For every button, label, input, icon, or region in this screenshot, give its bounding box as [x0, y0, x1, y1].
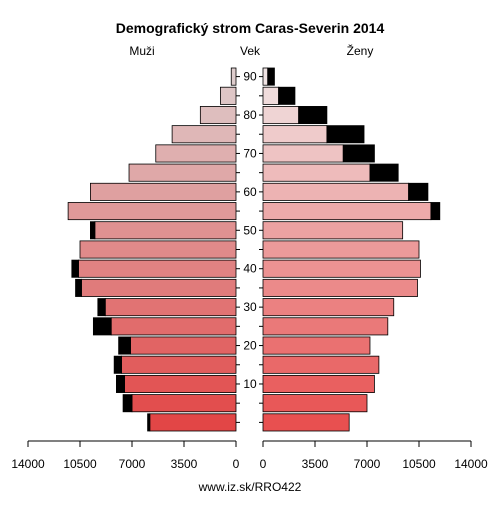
- female-bar-85-89: [262, 86, 280, 105]
- male-excess-15-19: [113, 355, 122, 374]
- male-bar-55-59: [67, 202, 237, 221]
- x-tick-label-left: 10500: [63, 457, 97, 471]
- male-excess-40-44: [71, 259, 79, 278]
- male-excess-5-9: [122, 394, 133, 413]
- male-bar-70-74: [155, 144, 237, 163]
- footer-url: www.iz.sk/RRO422: [198, 480, 302, 494]
- male-bar-80-84: [199, 106, 237, 125]
- male-bar-75-79: [171, 125, 237, 144]
- male-bar-65-69: [128, 163, 237, 182]
- female-excess-60-64: [408, 182, 429, 201]
- female-bar-75-79: [262, 125, 328, 144]
- male-bar-35-39: [81, 278, 237, 297]
- male-bar-10-14: [124, 374, 237, 393]
- x-tick-label-left: 3500: [171, 457, 198, 471]
- x-tick-label-right: 14000: [454, 457, 488, 471]
- male-bar-25-29: [110, 317, 237, 336]
- male-bar-60-64: [90, 182, 237, 201]
- female-bar-30-34: [262, 298, 395, 317]
- age-label: 90: [243, 70, 257, 84]
- female-excess-75-79: [326, 125, 365, 144]
- male-bar-40-44: [78, 259, 237, 278]
- x-tick-label-right: 0: [260, 457, 267, 471]
- female-excess-85-89: [278, 86, 296, 105]
- x-tick-label-left: 7000: [119, 457, 146, 471]
- male-bar-5-9: [131, 394, 237, 413]
- female-bar-55-59: [262, 202, 432, 221]
- female-excess-70-74: [342, 144, 375, 163]
- age-label: 40: [243, 262, 257, 276]
- male-excess-25-29: [92, 317, 112, 336]
- female-bar-70-74: [262, 144, 344, 163]
- male-excess-30-34: [97, 298, 106, 317]
- female-bar-0-4: [262, 413, 350, 432]
- male-bar-50-54: [94, 221, 237, 240]
- bars-group: [67, 67, 441, 432]
- female-bar-45-49: [262, 240, 420, 259]
- right-label: Ženy: [347, 43, 374, 58]
- female-bar-65-69: [262, 163, 371, 182]
- age-label: 20: [243, 339, 257, 353]
- age-label: 80: [243, 108, 257, 122]
- female-bar-10-14: [262, 374, 375, 393]
- female-excess-90+: [267, 67, 275, 86]
- axes-group: 10 20 30 40 50 60 70 80 90 14000 10500 7000 3500 0 0 35…: [11, 70, 488, 471]
- x-tick-label-left: 0: [233, 457, 240, 471]
- age-label: 60: [243, 185, 257, 199]
- male-bar-20-24: [130, 336, 237, 355]
- male-bar-30-34: [104, 298, 237, 317]
- chart-title: Demografický strom Caras-Severin 2014: [116, 20, 385, 36]
- female-bar-5-9: [262, 394, 368, 413]
- male-excess-20-24: [118, 336, 131, 355]
- female-bar-80-84: [262, 106, 300, 125]
- female-bar-40-44: [262, 259, 421, 278]
- x-tick-label-right: 7000: [354, 457, 381, 471]
- female-bar-50-54: [262, 221, 404, 240]
- x-tick-label-left: 14000: [11, 457, 45, 471]
- male-excess-50-54: [90, 221, 96, 240]
- male-excess-10-14: [116, 374, 125, 393]
- age-label: 30: [243, 300, 257, 314]
- female-bar-15-19: [262, 355, 380, 374]
- x-tick-label-right: 3500: [302, 457, 329, 471]
- female-bar-90+: [262, 67, 269, 86]
- age-label: 70: [243, 146, 257, 160]
- age-label: 10: [243, 377, 257, 391]
- female-bar-25-29: [262, 317, 389, 336]
- male-bar-90+: [230, 67, 237, 86]
- female-bar-35-39: [262, 278, 418, 297]
- male-bar-85-89: [219, 86, 237, 105]
- female-bar-20-24: [262, 336, 371, 355]
- male-excess-35-39: [75, 278, 82, 297]
- female-excess-80-84: [298, 106, 328, 125]
- male-bar-15-19: [121, 355, 237, 374]
- male-excess-0-4: [147, 413, 151, 432]
- center-label: Vek: [240, 44, 261, 58]
- left-label: Muži: [129, 44, 154, 58]
- x-tick-label-right: 10500: [402, 457, 436, 471]
- age-label: 50: [243, 223, 257, 237]
- female-excess-55-59: [430, 202, 441, 221]
- male-bar-45-49: [79, 240, 237, 259]
- female-excess-65-69: [369, 163, 399, 182]
- female-bar-60-64: [262, 182, 410, 201]
- male-bar-0-4: [149, 413, 237, 432]
